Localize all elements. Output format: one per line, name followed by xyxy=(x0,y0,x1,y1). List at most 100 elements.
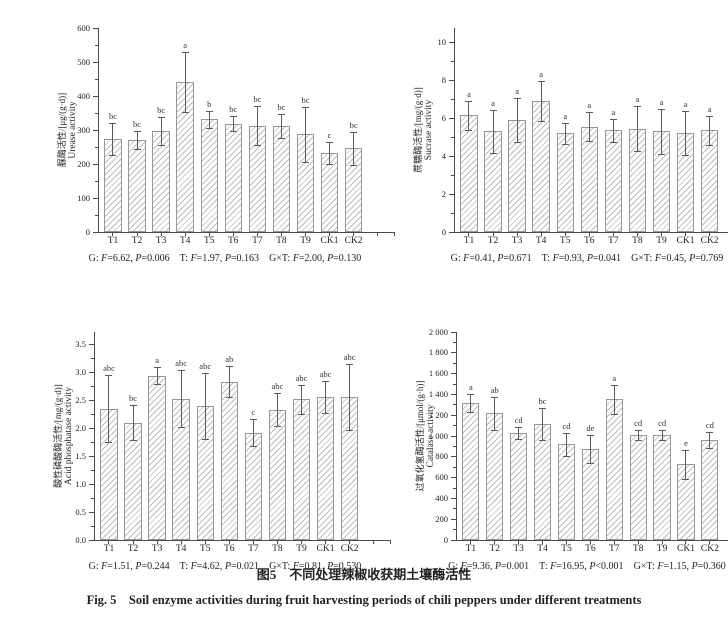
bar-T1 xyxy=(462,403,480,540)
error-bar-cap-bottom xyxy=(109,154,117,156)
y-axis-minor-tick xyxy=(451,60,455,62)
x-axis-tick xyxy=(540,232,542,236)
sig-letter-T8: cd xyxy=(634,418,643,429)
error-bar-T8 xyxy=(280,113,282,139)
bar-T2 xyxy=(128,140,146,232)
catalase-activity-chart: 过氧化氢酶活性/[μmol/(g·h)] Catalase activity 0 20… xyxy=(410,316,728,572)
x-tick-label-T6: T6 xyxy=(228,236,239,246)
error-bar-T3 xyxy=(516,98,518,142)
error-bar-CK2 xyxy=(709,116,711,145)
sig-letter-CK2: cd xyxy=(705,419,714,430)
x-tick-label-T4: T4 xyxy=(175,544,187,554)
x-axis-tick xyxy=(564,232,566,236)
error-bar-CK1 xyxy=(325,380,327,414)
x-tick-label-T3: T3 xyxy=(155,236,167,246)
error-bar-cap-top xyxy=(301,106,309,108)
figure-caption-english: Fig. 5 Soil enzyme activities during fru… xyxy=(86,593,642,607)
x-tick-label-T5: T5 xyxy=(199,544,211,554)
sig-letter-T3: a xyxy=(155,355,159,366)
x-axis-tick xyxy=(180,540,182,544)
y-axis-minor-tick xyxy=(451,212,455,214)
sig-letter-CK1: e xyxy=(684,437,688,448)
error-bar-cap-top xyxy=(586,435,594,437)
x-axis-tick xyxy=(637,540,639,544)
error-bar-cap-top xyxy=(129,405,137,407)
y-axis-tick xyxy=(451,393,457,395)
error-bar-cap-bottom xyxy=(537,120,545,122)
error-bar-T5 xyxy=(208,110,210,128)
x-tick-label-CK1: CK1 xyxy=(320,236,339,246)
sig-letter-CK2: bc xyxy=(349,120,358,131)
sig-letter-T3: bc xyxy=(157,105,166,116)
bar-T8 xyxy=(272,125,291,232)
y-axis-tick xyxy=(93,231,99,233)
bar-T7 xyxy=(604,130,622,232)
y-tick-label: 0 xyxy=(85,226,90,237)
urease-activity-chart: 脲酶活性/[μg/(g·d)] Urease activity 0 100 200 300… xyxy=(48,22,402,274)
sig-letter-T4: bc xyxy=(538,396,547,407)
y-axis-minor-tick xyxy=(453,529,457,531)
sig-letter-T2: bc xyxy=(129,393,138,404)
y-tick-label: 400 xyxy=(77,90,90,101)
y-axis-minor-tick xyxy=(95,146,99,148)
error-bar-T2 xyxy=(136,131,138,150)
y-axis-minor-tick xyxy=(453,487,457,489)
error-bar-cap-top xyxy=(273,392,281,394)
error-bar-cap-bottom xyxy=(586,463,594,465)
error-bar-cap-bottom xyxy=(513,141,521,143)
bar-T2 xyxy=(486,413,504,540)
error-bar-cap-top xyxy=(706,431,714,433)
y-axis-minor-tick xyxy=(453,425,457,427)
bar-T4 xyxy=(533,424,552,540)
sig-letter-T9: a xyxy=(659,96,664,107)
y-axis-tick xyxy=(449,117,455,119)
bar-T6 xyxy=(220,381,238,540)
y-tick-label: 2.0 xyxy=(75,422,86,433)
error-bar-cap-top xyxy=(633,105,641,107)
error-bar-cap-bottom xyxy=(301,162,309,164)
x-axis-tick xyxy=(377,232,379,236)
y-tick-label: 1.0 xyxy=(75,478,86,489)
y-axis-minor-tick xyxy=(95,112,99,114)
error-bar-T9 xyxy=(660,108,662,155)
x-tick-label-T3: T3 xyxy=(511,236,523,246)
error-bar-T9 xyxy=(300,384,302,414)
error-bar-cap-bottom xyxy=(489,153,497,155)
y-axis-minor-tick xyxy=(95,180,99,182)
error-bar-cap-top xyxy=(658,429,666,431)
y-axis-tick xyxy=(93,95,99,97)
error-bar-T7 xyxy=(256,106,258,145)
y-tick-label: 0.5 xyxy=(75,506,86,517)
error-bar-T3 xyxy=(160,117,162,145)
error-bar-cap-bottom xyxy=(177,427,185,429)
error-bar-CK1 xyxy=(685,111,687,156)
x-axis-tick xyxy=(325,540,327,544)
x-axis-tick xyxy=(353,232,355,236)
sig-letter-T9: bc xyxy=(301,94,310,105)
y-axis-tick xyxy=(451,414,457,416)
x-axis-tick xyxy=(132,540,134,544)
anova-stat: T: F=1.97, P=0.163 xyxy=(179,253,260,264)
x-tick-label-T4: T4 xyxy=(179,236,191,246)
error-bar-cap-top xyxy=(585,111,593,113)
y-axis-tick xyxy=(93,27,99,29)
acid-phosphatase-activity-chart: 酸性磷酸酶活性/[mg/(g·d)] Acid phosphatase activ… xyxy=(48,316,402,572)
y-axis-tick xyxy=(451,539,457,541)
anova-stat: G×T: F=2.00, P=0.130 xyxy=(269,253,362,264)
error-bar-T4 xyxy=(184,52,186,113)
error-bar-cap-bottom xyxy=(539,439,547,441)
x-tick-label-CK2: CK2 xyxy=(340,544,359,554)
y-tick-label: 1 000 xyxy=(428,430,448,441)
figure-caption-chinese: 图5 不同处理辣椒收获期土壤酶活性 xyxy=(256,567,472,582)
x-tick-label-T3: T3 xyxy=(151,544,163,554)
y-tick-label: 6 xyxy=(441,112,446,123)
y-tick-label: 1 200 xyxy=(428,409,448,420)
bar-T7 xyxy=(244,432,262,540)
error-bar-cap-top xyxy=(201,373,209,375)
y-axis-minor-tick xyxy=(453,404,457,406)
error-bar-T6 xyxy=(588,111,590,142)
error-bar-cap-top xyxy=(706,116,714,118)
error-bar-cap-bottom xyxy=(657,154,665,156)
anova-stats-line: G: F=0.41, P=0.671 T: F=0.93, P=0.041 G×T:… xyxy=(410,253,728,264)
y-axis-tick xyxy=(451,352,457,354)
